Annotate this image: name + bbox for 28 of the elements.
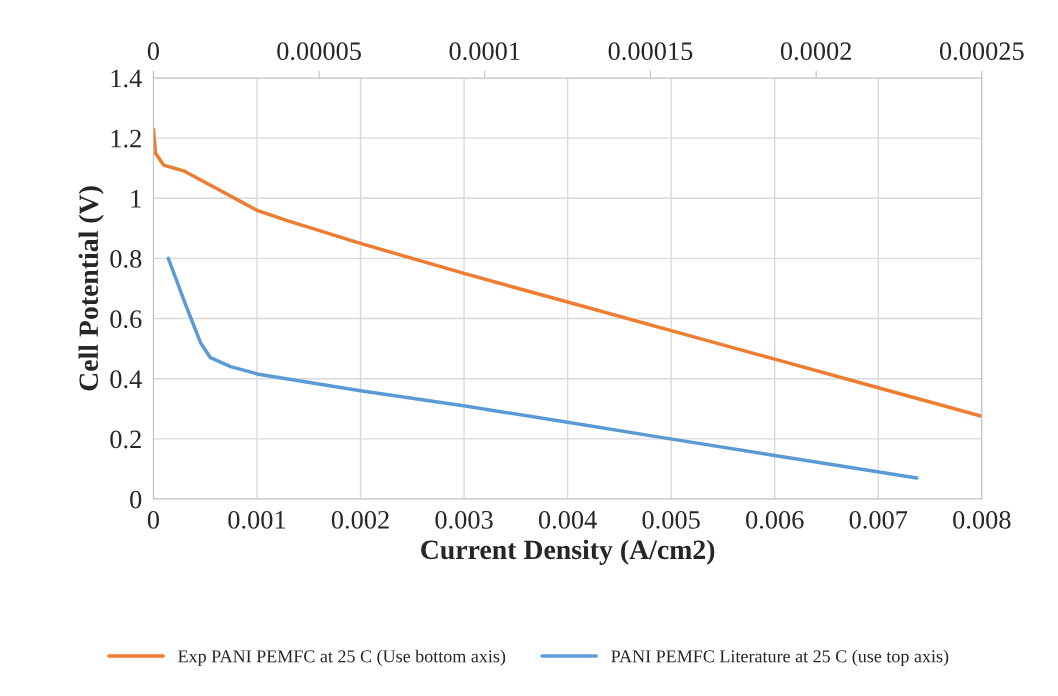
y-axis-title: Cell Potential (V) xyxy=(78,186,104,391)
legend-label: PANI PEMFC Literature at 25 C (use top axis) xyxy=(611,649,949,667)
x2-tick-label: 0.00005 xyxy=(277,42,361,61)
line-series xyxy=(153,127,982,419)
x-tick-label: 0.004 xyxy=(538,510,597,529)
x-tick-label: 0.008 xyxy=(953,510,1011,529)
y-tick-label: 0.2 xyxy=(110,430,141,449)
legend-label: Exp PANI PEMFC at 25 C (Use bottom axis) xyxy=(178,649,506,667)
x2-tick-label: 0.00015 xyxy=(608,42,693,61)
x-tick-label: 0.003 xyxy=(435,510,493,529)
x2-tick-label: 0.0002 xyxy=(780,42,851,61)
x-tick-label: 0 xyxy=(147,510,159,529)
x2-tick-label: 0 xyxy=(147,42,159,61)
x-tick-label: 0.007 xyxy=(849,510,908,529)
x-tick-label: 0.006 xyxy=(746,510,804,529)
x-tick-label: 0.001 xyxy=(228,510,286,529)
y-tick-label: 0.6 xyxy=(110,310,142,329)
x-tick-label: 0.002 xyxy=(331,510,389,529)
x2-tick-label: 0.00025 xyxy=(939,42,1024,61)
x-tick-label: 0.005 xyxy=(642,510,700,529)
x-axis-title: Current Density (A/cm2) xyxy=(421,539,715,565)
x2-tick-label: 0.0001 xyxy=(449,42,520,61)
y-tick-label: 1.2 xyxy=(111,129,141,148)
y-tick-label: 0.4 xyxy=(110,370,142,389)
y-tick-label: 1.4 xyxy=(111,69,142,88)
y-tick-label: 1 xyxy=(131,190,141,208)
y-tick-label: 0 xyxy=(130,490,142,509)
y-tick-label: 0.8 xyxy=(110,250,142,268)
